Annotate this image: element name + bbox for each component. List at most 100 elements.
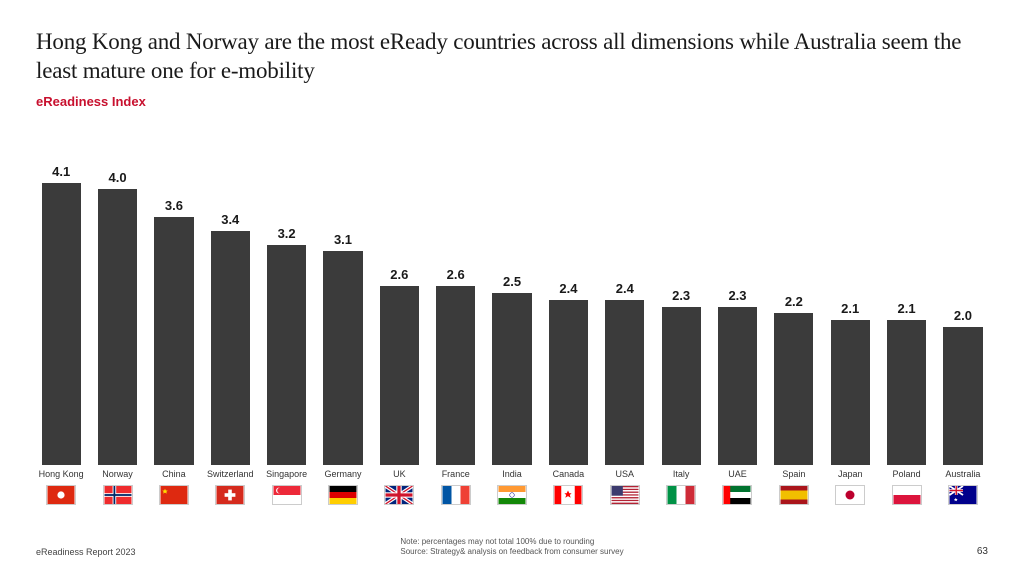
bar-value-label: 3.1: [334, 232, 352, 247]
flag-cell: [825, 485, 875, 505]
flag-cell: [487, 485, 537, 505]
bar: [605, 300, 644, 465]
bar: [42, 183, 81, 465]
flag-icon: [948, 485, 978, 505]
flag-icon: [384, 485, 414, 505]
x-axis-label: Norway: [92, 470, 142, 480]
flags-row: [36, 485, 988, 505]
flag-cell: [881, 485, 931, 505]
bar-value-label: 2.4: [559, 281, 577, 296]
flag-icon: [892, 485, 922, 505]
bar-value-label: 2.6: [390, 267, 408, 282]
flag-cell: [36, 485, 86, 505]
bar-value-label: 2.2: [785, 294, 803, 309]
flag-cell: [149, 485, 199, 505]
flag-icon: [666, 485, 696, 505]
bar-value-label: 2.5: [503, 274, 521, 289]
bar-value-label: 3.2: [278, 226, 296, 241]
x-axis-label: India: [487, 470, 537, 480]
x-axis-label: USA: [600, 470, 650, 480]
bar-chart: 4.1 4.0 3.6 3.4 3.2 3.1 2.6 2.6 2.5 2.4 2.4 2.3 2.3 2…: [36, 135, 988, 465]
bar: [211, 231, 250, 465]
flag-cell: [656, 485, 706, 505]
footer: eReadiness Report 2023 Note: percentages…: [36, 546, 988, 557]
bar-column: 2.2: [769, 294, 819, 465]
flag-icon: [215, 485, 245, 505]
footer-notes: Note: percentages may not total 100% due…: [400, 537, 623, 557]
flag-icon: [46, 485, 76, 505]
bar: [718, 307, 757, 465]
slide: Hong Kong and Norway are the most eReady…: [0, 0, 1024, 571]
bar-column: 2.4: [600, 281, 650, 465]
bar: [492, 293, 531, 465]
bar: [436, 286, 475, 465]
bar-value-label: 4.1: [52, 164, 70, 179]
bar-column: 2.5: [487, 274, 537, 465]
x-axis-label: Canada: [543, 470, 593, 480]
flag-cell: [374, 485, 424, 505]
flag-cell: [261, 485, 311, 505]
bar-value-label: 2.1: [898, 301, 916, 316]
bar: [549, 300, 588, 465]
flag-icon: [779, 485, 809, 505]
flag-icon: [103, 485, 133, 505]
slide-title: Hong Kong and Norway are the most eReady…: [36, 28, 988, 86]
bar: [831, 320, 870, 465]
bar-value-label: 2.3: [728, 288, 746, 303]
bar: [662, 307, 701, 465]
bar: [323, 251, 362, 465]
bar-column: 4.1: [36, 164, 86, 465]
bar-column: 2.1: [881, 301, 931, 465]
x-axis-label: Singapore: [261, 470, 311, 480]
x-axis-label: Germany: [318, 470, 368, 480]
bar: [774, 313, 813, 465]
bar-column: 2.6: [431, 267, 481, 465]
x-axis-label: Hong Kong: [36, 470, 86, 480]
bar-column: 2.1: [825, 301, 875, 465]
x-axis-label: Italy: [656, 470, 706, 480]
slide-subtitle: eReadiness Index: [36, 94, 988, 109]
flag-icon: [835, 485, 865, 505]
x-axis-label: France: [431, 470, 481, 480]
flag-cell: [938, 485, 988, 505]
x-axis-label: UAE: [712, 470, 762, 480]
flag-cell: [431, 485, 481, 505]
bar-column: 3.1: [318, 232, 368, 465]
flag-icon: [328, 485, 358, 505]
bar-column: 4.0: [92, 170, 142, 465]
bar-value-label: 4.0: [109, 170, 127, 185]
bar-value-label: 3.4: [221, 212, 239, 227]
bar-column: 2.6: [374, 267, 424, 465]
flag-cell: [205, 485, 255, 505]
x-axis-label: Poland: [881, 470, 931, 480]
bar-value-label: 2.3: [672, 288, 690, 303]
bar: [267, 245, 306, 465]
x-axis-label: Australia: [938, 470, 988, 480]
footer-page-number: 63: [977, 546, 988, 557]
flag-cell: [92, 485, 142, 505]
bar-column: 2.3: [656, 288, 706, 465]
bar-value-label: 2.4: [616, 281, 634, 296]
footer-report-name: eReadiness Report 2023: [36, 547, 136, 557]
flag-icon: [441, 485, 471, 505]
bar-column: 3.4: [205, 212, 255, 465]
flag-icon: [553, 485, 583, 505]
footer-note-rounding: Note: percentages may not total 100% due…: [400, 537, 623, 547]
x-axis-labels: Hong KongNorwayChinaSwitzerlandSingapore…: [36, 470, 988, 480]
flag-cell: [712, 485, 762, 505]
flag-cell: [318, 485, 368, 505]
bar-column: 3.6: [149, 198, 199, 465]
flag-icon: [610, 485, 640, 505]
flag-icon: [272, 485, 302, 505]
bar-value-label: 2.1: [841, 301, 859, 316]
bar: [154, 217, 193, 465]
bar-column: 2.0: [938, 308, 988, 465]
flag-cell: [543, 485, 593, 505]
bar-value-label: 3.6: [165, 198, 183, 213]
bar: [98, 189, 137, 465]
x-axis-label: Spain: [769, 470, 819, 480]
bar: [380, 286, 419, 465]
flag-cell: [769, 485, 819, 505]
flag-icon: [722, 485, 752, 505]
flag-icon: [497, 485, 527, 505]
